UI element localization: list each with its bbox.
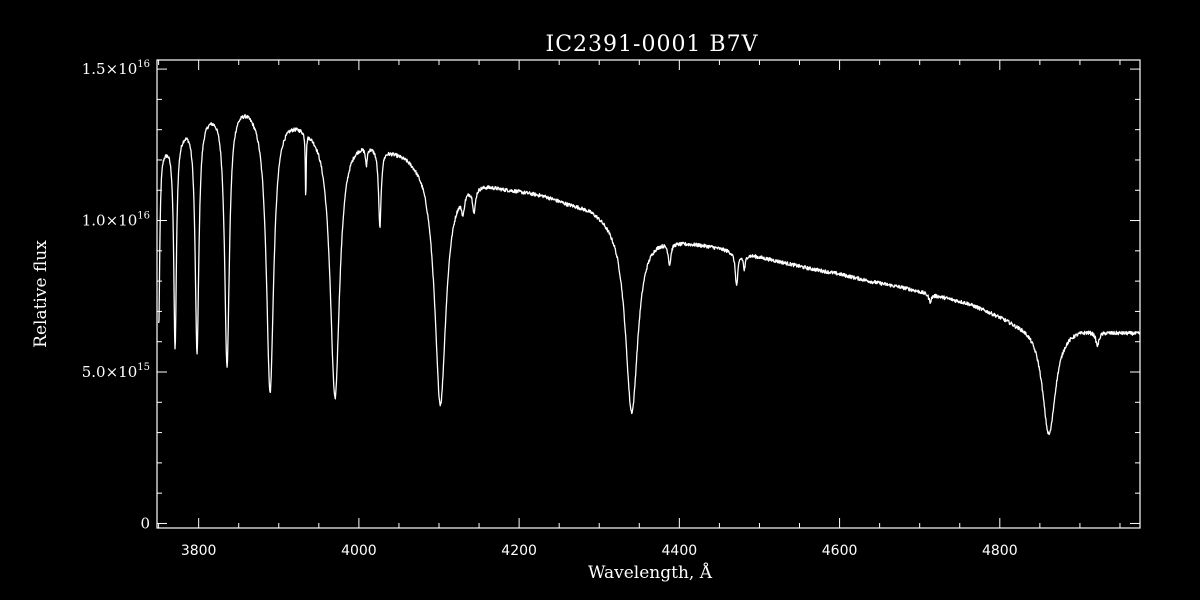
x-tick-label: 3800: [181, 543, 217, 559]
x-tick-label: 4600: [822, 543, 858, 559]
x-tick-label: 4800: [982, 543, 1018, 559]
plot-frame: [156, 59, 1141, 529]
y-tick-label: 5.0×1015: [82, 362, 150, 381]
x-tick-label: 4000: [341, 543, 377, 559]
y-axis-ticks: 0 5.0×1015 1.0×1016 1.5×1016: [82, 59, 1140, 532]
x-axis-ticks: 3800 4000 4200 4400 4600 4800: [158, 60, 1121, 559]
y-tick-label: 0: [140, 514, 150, 532]
y-tick-label: 1.5×1016: [82, 59, 150, 78]
y-tick-label: 1.0×1016: [82, 211, 150, 230]
x-tick-label: 4200: [501, 543, 537, 559]
y-axis-title: Relative flux: [31, 240, 51, 348]
x-axis-title: Wavelength, Å: [588, 562, 713, 583]
spectrum-series-line: [157, 114, 1141, 436]
chart-title: IC2391-0001 B7V: [546, 32, 759, 57]
x-tick-label: 4400: [662, 543, 698, 559]
